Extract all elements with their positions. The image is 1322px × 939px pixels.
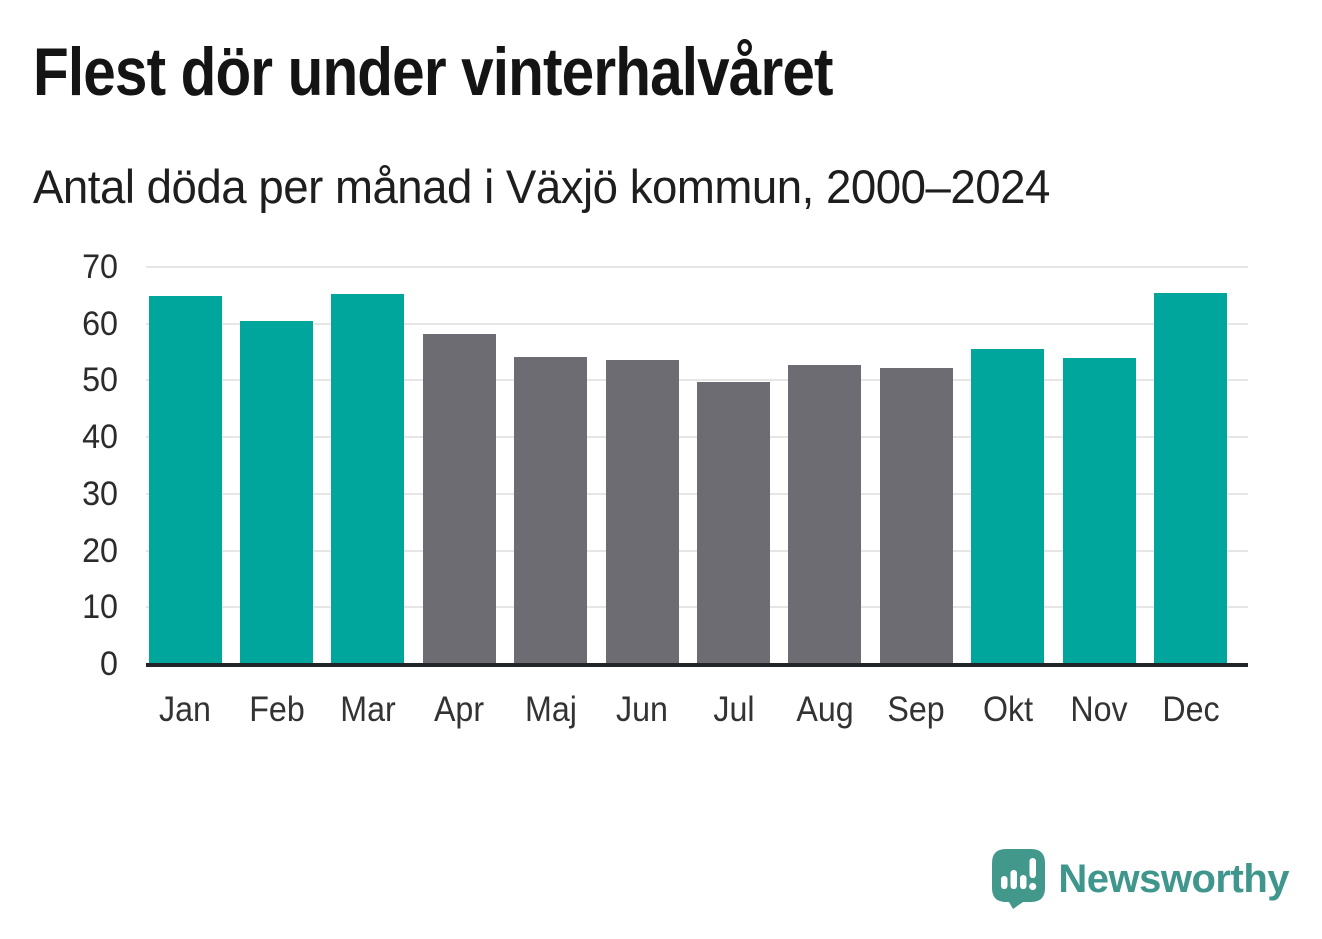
- x-axis-tick-label-mar: Mar: [340, 690, 396, 729]
- y-axis-tick-label: 10: [82, 588, 118, 627]
- x-axis-tick-label-sep: Sep: [887, 690, 945, 729]
- newsworthy-brand-text: Newsworthy: [1058, 857, 1289, 901]
- y-axis-tick-label: 70: [82, 248, 118, 286]
- y-axis-tick-label: 50: [82, 361, 118, 400]
- newsworthy-speech-bubble-chart-icon: [992, 849, 1046, 909]
- x-axis-tick-label-jun: Jun: [616, 690, 669, 729]
- page-title: Flest dör under vinterhalvåret: [33, 34, 833, 110]
- y-axis-tick-label: 20: [82, 531, 118, 570]
- bar-mar: [331, 294, 405, 664]
- bar-apr: [422, 334, 496, 664]
- bar-chart: 0 10 20 30 40 50 60 70 Jan Feb Mar Apr Maj Jun Jul Aug S…: [82, 248, 1248, 729]
- x-axis-tick-label-jul: Jul: [712, 690, 755, 729]
- bar-nov: [1062, 357, 1136, 664]
- x-axis-tick-label-nov: Nov: [1070, 690, 1128, 729]
- x-axis-tick-label-dec: Dec: [1161, 690, 1220, 729]
- bar-dec: [1154, 293, 1227, 664]
- chart-subtitle: Antal döda per månad i Växjö kommun, 200…: [33, 160, 1050, 213]
- x-axis-tick-label-okt: Okt: [982, 690, 1033, 729]
- bar-jul: [697, 382, 770, 664]
- bar-jan: [148, 296, 222, 664]
- bar-sep: [879, 367, 953, 664]
- bar-okt: [971, 348, 1045, 664]
- gridline-y70: [146, 266, 1248, 268]
- gridline-y60: [146, 322, 1248, 325]
- x-axis-line: [146, 663, 1248, 667]
- bar-feb: [240, 321, 313, 664]
- gridline-y50: [146, 379, 1248, 382]
- x-axis-tick-label-apr: Apr: [434, 690, 485, 729]
- y-axis-tick-label: 60: [82, 304, 118, 343]
- y-axis-tick-label: 0: [100, 645, 118, 683]
- bar-aug: [788, 364, 862, 664]
- y-axis-tick-label: 40: [82, 418, 118, 457]
- y-axis-tick-label: 30: [82, 474, 118, 513]
- x-axis-tick-label-aug: Aug: [796, 690, 854, 729]
- bar-maj: [514, 356, 588, 664]
- newsworthy-logo: Newsworthy: [992, 849, 1289, 909]
- x-axis-tick-label-jan: Jan: [159, 690, 212, 729]
- x-axis-tick-label-maj: Maj: [524, 690, 577, 729]
- bar-jun: [605, 360, 679, 664]
- x-axis-tick-label-feb: Feb: [248, 690, 305, 729]
